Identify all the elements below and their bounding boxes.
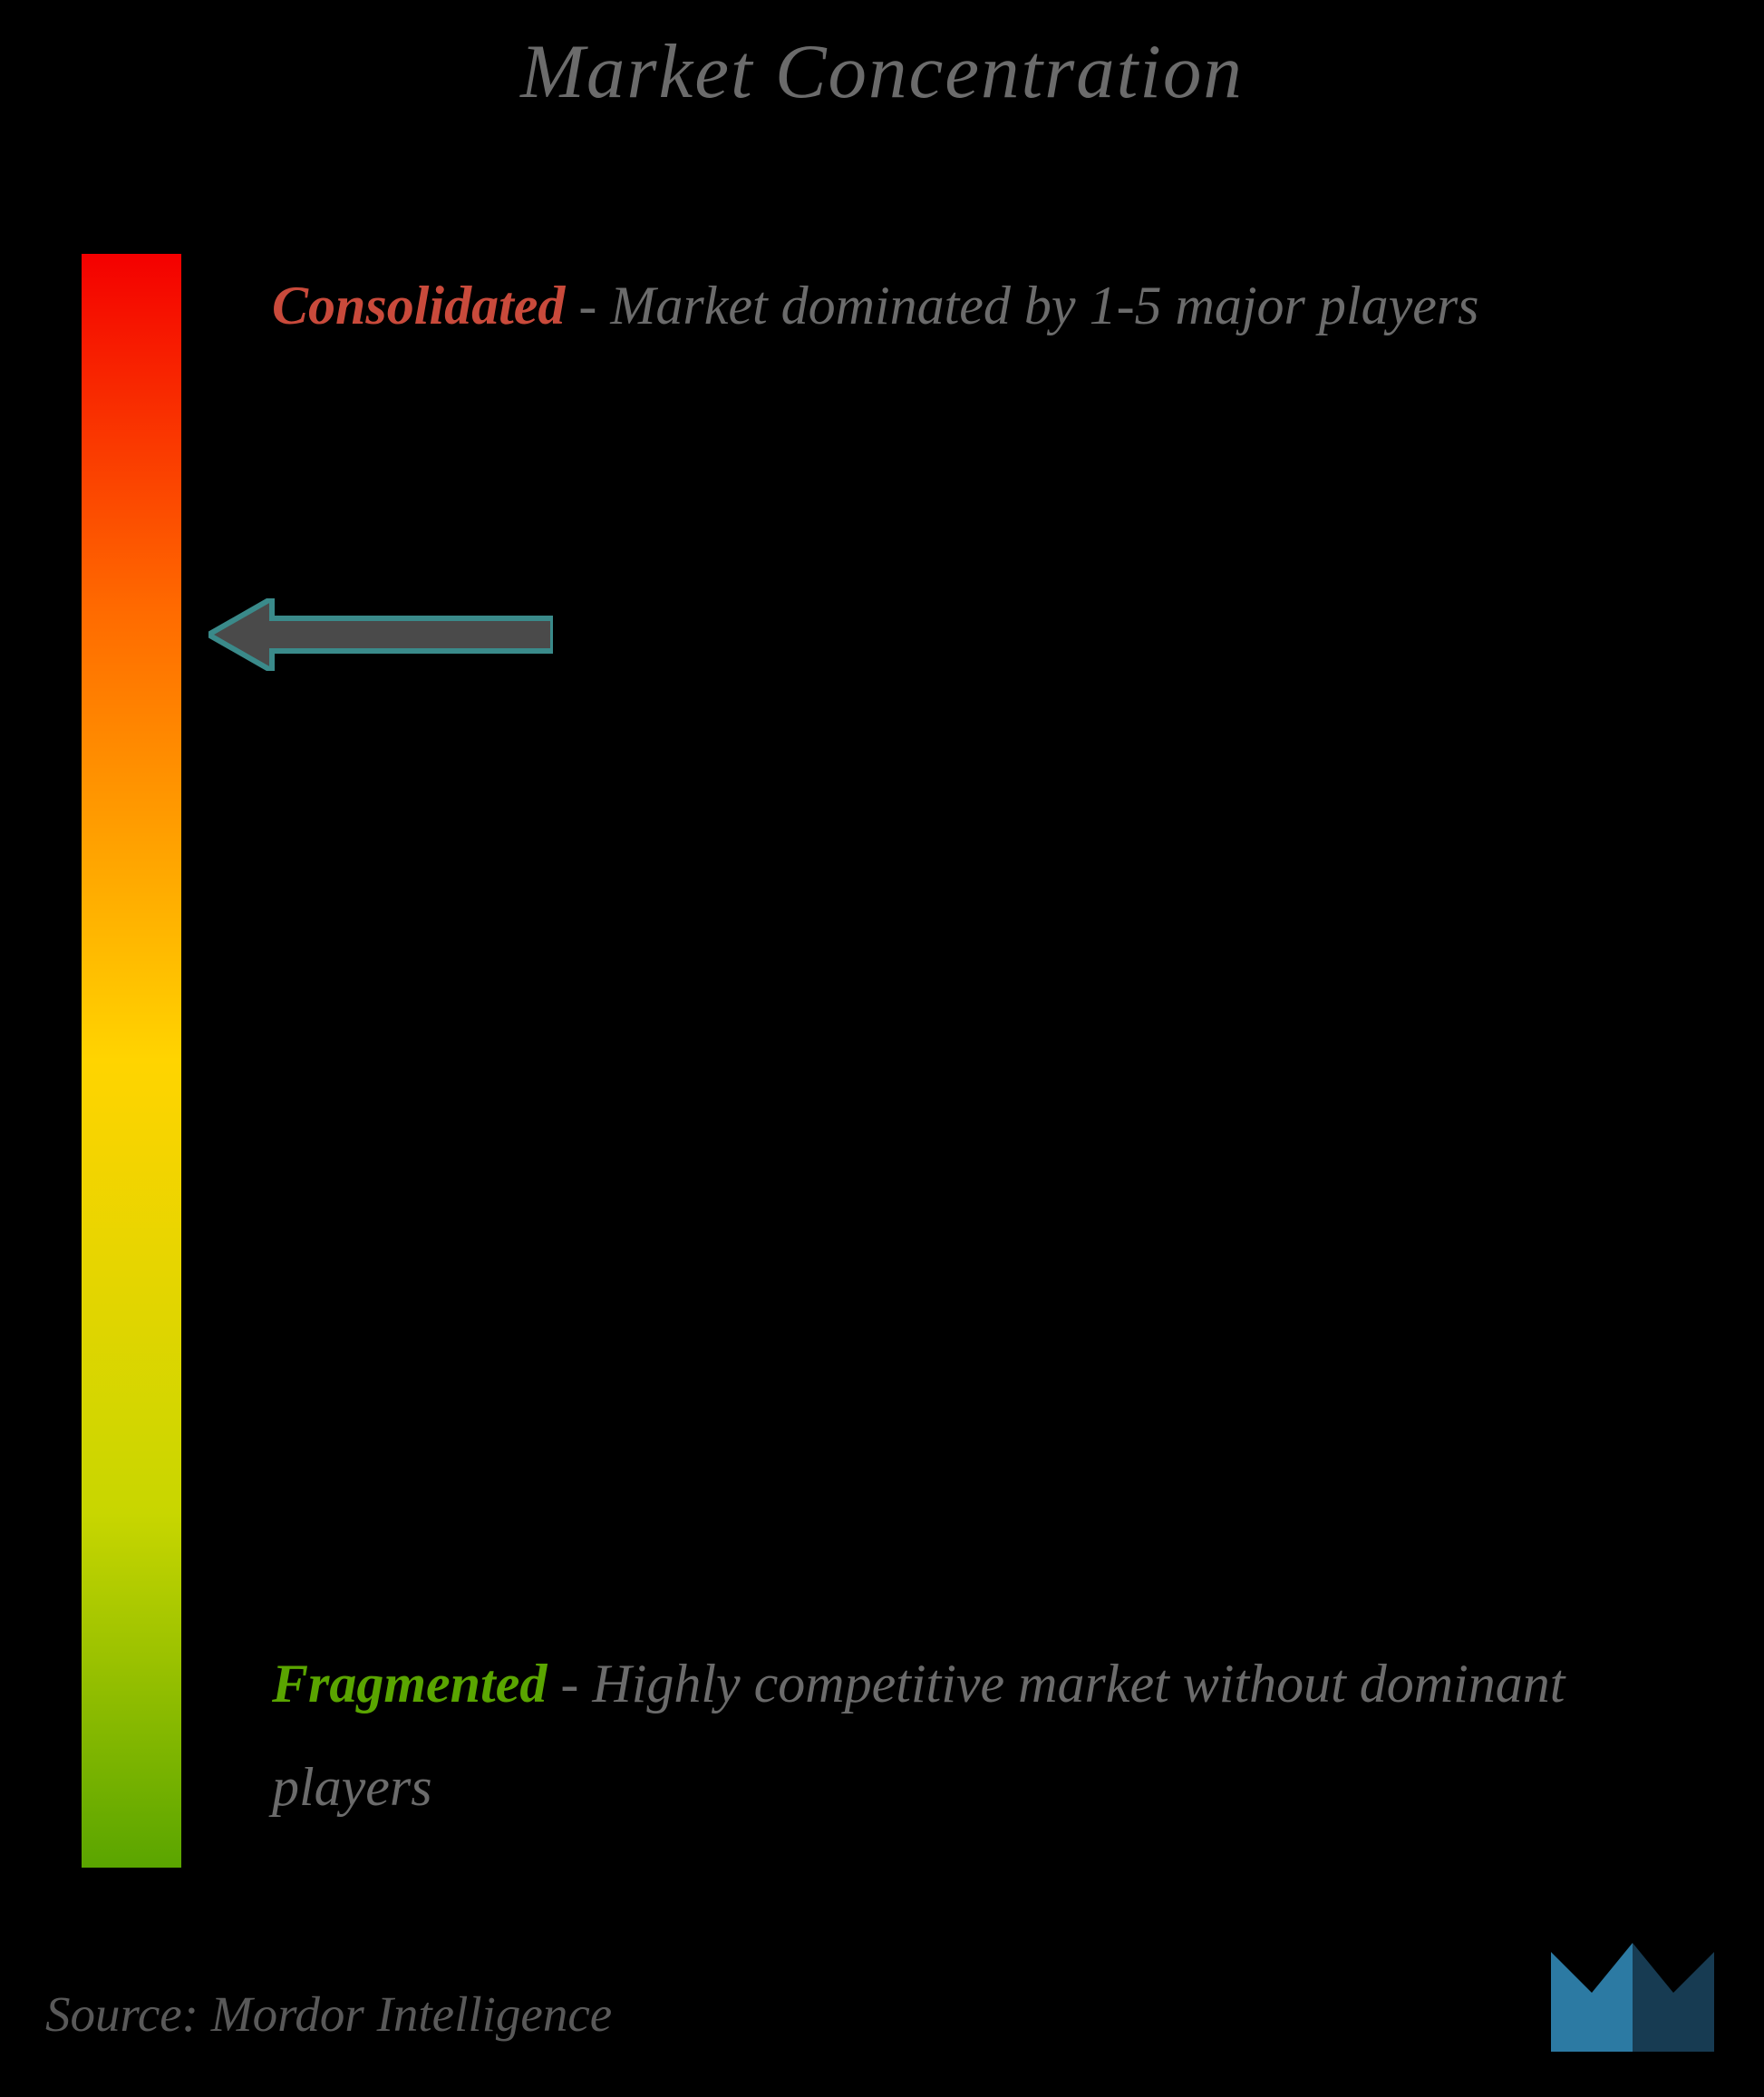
mordor-logo-icon [1551,1925,1714,2052]
consolidated-label: Consolidated [272,276,565,335]
concentration-gradient-bar [82,254,181,1868]
consolidated-description: Consolidated - Market dominated by 1-5 m… [272,254,1632,357]
source-attribution: Source: Mordor Intelligence [45,1985,612,2043]
position-arrow-icon [208,598,553,671]
fragmented-description: Fragmented - Highly competitive market w… [272,1632,1632,1839]
chart-title: Market Concentration [0,27,1764,116]
consolidated-text: - Market dominated by 1-5 major players [565,276,1478,335]
fragmented-label: Fragmented [272,1654,547,1714]
